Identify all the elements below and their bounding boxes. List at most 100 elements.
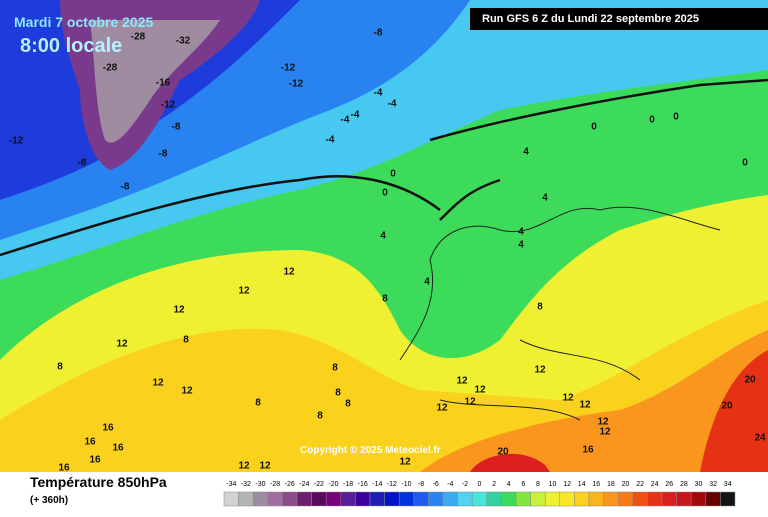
contour-label: 12 — [181, 386, 193, 397]
contour-label: -28 — [103, 63, 118, 74]
legend-label: 2 — [492, 481, 496, 488]
legend-swatch — [617, 491, 634, 507]
legend-label: -16 — [358, 481, 368, 488]
legend-label: 4 — [507, 481, 511, 488]
date: Mardi 7 octobre 2025 — [14, 14, 153, 30]
legend-swatch — [647, 491, 663, 507]
legend-label: 32 — [709, 481, 717, 488]
contour-label: 0 — [382, 188, 388, 199]
greenland — [90, 20, 220, 143]
copyright: Copyright © 2025 Meteociel.fr — [300, 445, 441, 456]
legend-label: -12 — [387, 481, 397, 488]
legend-swatch — [398, 491, 415, 507]
legend-swatch — [282, 491, 298, 507]
isotherm-0 — [0, 175, 441, 257]
contour-label: 16 — [112, 443, 124, 454]
contour-label: 8 — [57, 362, 63, 373]
contour-label: -28 — [131, 32, 146, 43]
contour-label: -8 — [159, 149, 168, 160]
contour-label: 16 — [89, 455, 101, 466]
contour-label: 12 — [116, 339, 128, 350]
legend-swatch — [369, 491, 385, 507]
contour-label: 4 — [380, 231, 386, 242]
contour-label: -4 — [341, 115, 350, 126]
contour-label: 12 — [399, 457, 411, 468]
legend-label: -8 — [418, 481, 424, 488]
contour-label: -32 — [176, 36, 191, 47]
contour-label: 12 — [534, 365, 546, 376]
contour-label: 12 — [456, 376, 468, 387]
legend-label: 34 — [724, 481, 732, 488]
contour-label: 8 — [537, 302, 543, 313]
legend-swatch — [574, 491, 590, 507]
contour-label: 12 — [474, 385, 486, 396]
legend-swatch — [530, 491, 546, 507]
legend-swatch — [252, 491, 269, 507]
isotherm-0 — [429, 78, 768, 221]
contour-label: -4 — [374, 88, 383, 99]
warm-zone — [420, 330, 768, 472]
legend-swatch — [559, 491, 575, 507]
contour-label: 20 — [721, 401, 733, 412]
legend-label: 16 — [592, 481, 600, 488]
contour-label: 16 — [58, 463, 70, 474]
legend-swatch — [603, 491, 619, 507]
legend-label: -30 — [255, 481, 265, 488]
contour-label: 8 — [317, 411, 323, 422]
contour-label: -4 — [388, 99, 397, 110]
contour-label: 12 — [597, 417, 609, 428]
run-info: Run GFS 6 Z du Lundi 22 septembre 2025 — [482, 13, 699, 25]
contour-label: 8 — [332, 363, 338, 374]
contour-label: 12 — [464, 397, 476, 408]
contour-label: -8 — [121, 182, 130, 193]
contour-label: -8 — [78, 158, 87, 169]
contour-label: -16 — [156, 78, 171, 89]
contour-label: -12 — [289, 79, 304, 90]
legend-label: -6 — [433, 481, 439, 488]
legend-label: 28 — [680, 481, 688, 488]
contour-label: 12 — [259, 461, 271, 472]
contour-label: 12 — [283, 267, 295, 278]
warm-zone — [700, 350, 768, 472]
legend-swatch — [267, 491, 283, 507]
contour-label: 0 — [649, 115, 655, 126]
contour-label: 0 — [673, 112, 679, 123]
contour-label: 8 — [382, 294, 388, 305]
contour-label: -8 — [172, 122, 181, 133]
legend-swatch — [413, 491, 429, 507]
contour-label: 20 — [744, 375, 756, 386]
legend-swatch — [355, 491, 371, 507]
contour-label: 4 — [518, 240, 524, 251]
legend-label: -2 — [462, 481, 468, 488]
time: 8:00 locale — [20, 35, 122, 57]
contour-label: 8 — [335, 388, 341, 399]
legend-label: 14 — [578, 481, 586, 488]
color-legend: -34 -32 -30 -28 -26 -24 -22 -20 -18 -16 -14 -12 -10-… — [223, 481, 736, 507]
contour-label: 12 — [152, 378, 164, 389]
contour-label: 0 — [390, 169, 396, 180]
legend-label: -10 — [401, 481, 411, 488]
legend-swatch — [588, 491, 604, 507]
contour-label: 12 — [599, 427, 611, 438]
footer-lead: (+ 360h) — [30, 495, 68, 506]
legend-label: 30 — [695, 481, 703, 488]
legend-label: -20 — [328, 481, 338, 488]
legend-label: -4 — [447, 481, 453, 488]
legend-swatch — [325, 491, 342, 507]
legend-swatch — [501, 491, 517, 507]
contour-label: 8 — [183, 335, 189, 346]
legend-label: 8 — [536, 481, 540, 488]
legend-label: -28 — [270, 481, 280, 488]
contour-labels: -28-28 -32-8-16-12-12-12-8-12-8-8-8-4-4-4… — [9, 28, 766, 474]
legend-swatch — [428, 491, 444, 507]
contour-label: -12 — [281, 63, 296, 74]
contour-label: 4 — [424, 277, 430, 288]
contour-label: 16 — [582, 445, 594, 456]
warm-zone — [470, 453, 550, 472]
legend-swatch — [223, 491, 239, 507]
legend-swatch — [340, 491, 356, 507]
coastline — [399, 206, 721, 421]
legend-swatch — [544, 491, 561, 507]
legend-label: 22 — [636, 481, 644, 488]
